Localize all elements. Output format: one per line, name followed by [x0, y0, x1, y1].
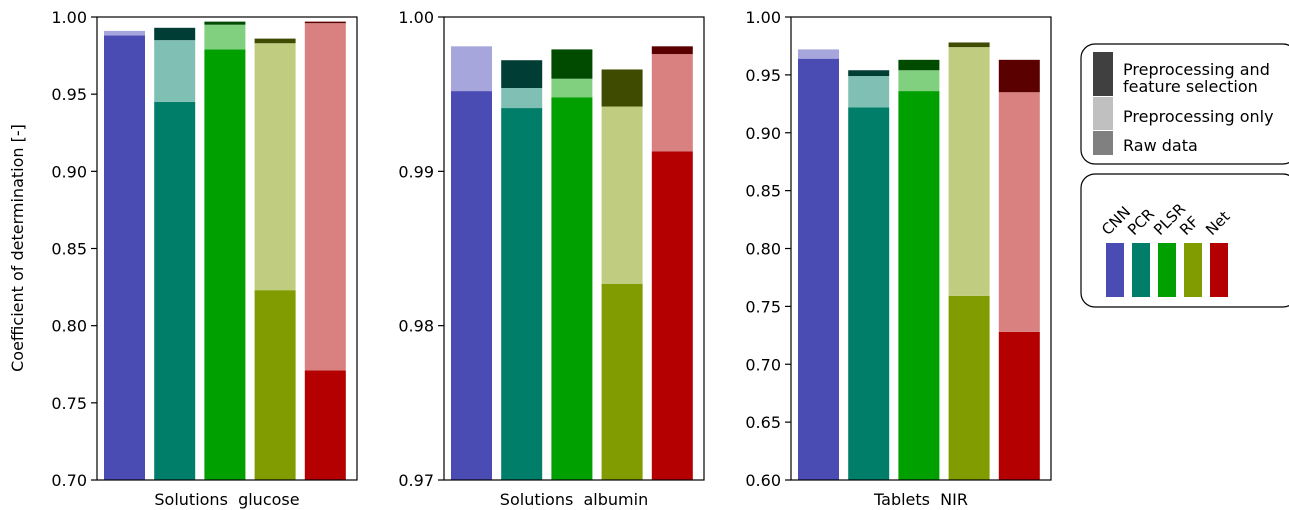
y-tick-label: 0.80: [51, 317, 87, 336]
bar-net-feature-selection: [651, 46, 693, 55]
legend-swatch-plsr: [1158, 243, 1176, 297]
bar-rf-preprocessing-only: [254, 43, 296, 291]
bar-plsr-raw-data: [898, 91, 940, 480]
legend-label-raw-data: Raw data: [1123, 136, 1198, 155]
y-tick-label: 0.80: [745, 240, 781, 259]
y-tick-label: 1.00: [745, 8, 781, 27]
bar-plsr-preprocessing-only: [551, 78, 593, 98]
x-axis-label: Solutions glucose: [154, 490, 299, 509]
bar-cnn-preprocessing-only: [798, 49, 839, 59]
chart-panel-1: 0.70 0.75 0.80 0.85 0.90 0.95 1.00 Solutions gl…: [51, 8, 358, 509]
bar-rf-raw-data: [601, 283, 643, 480]
bar-rf-feature-selection: [601, 69, 643, 107]
y-tick-label: 0.85: [51, 240, 87, 259]
bar-rf-raw-data: [948, 295, 990, 480]
bar-cnn-preprocessing-only: [104, 30, 145, 36]
y-tick-label: 0.60: [745, 471, 781, 490]
bar-plsr-raw-data: [204, 49, 246, 480]
bar-net-raw-data: [304, 370, 346, 480]
bar-net-raw-data: [998, 331, 1040, 480]
legend-swatch-rf: [1184, 243, 1202, 297]
y-tick-label: 0.85: [745, 182, 781, 201]
legend-label-preprocessing-only: Preprocessing only: [1123, 107, 1274, 126]
chart-panel-3: 0.60 0.65 0.70 0.75 0.80 0.85 0.90 0.95 1.00 Tabl…: [745, 8, 1052, 509]
bar-cnn-raw-data: [451, 91, 492, 480]
bar-plsr-feature-selection: [898, 59, 940, 71]
bar-rf-feature-selection: [948, 42, 990, 48]
x-axis-label: Solutions albumin: [500, 490, 648, 509]
bar-rf-feature-selection: [254, 38, 296, 44]
axes-frame: [443, 16, 705, 481]
y-tick-label: 0.95: [51, 85, 87, 104]
bar-plsr-feature-selection: [551, 49, 593, 79]
bar-net-preprocessing-only: [304, 23, 346, 371]
y-tick-label: 0.70: [51, 471, 87, 490]
bar-cnn-raw-data: [798, 58, 839, 481]
bar-pcr-feature-selection: [154, 27, 196, 41]
y-tick-label: 0.90: [51, 162, 87, 181]
bar-pcr-feature-selection: [501, 60, 543, 88]
bar-net-feature-selection: [304, 21, 346, 24]
bar-pcr-feature-selection: [848, 70, 890, 77]
y-tick-label: 0.99: [398, 162, 434, 181]
legend-swatch-preprocessing-only: [1093, 97, 1113, 130]
y-tick-label: 0.75: [745, 297, 781, 316]
bar-plsr-preprocessing-only: [898, 70, 940, 92]
bar-plsr-preprocessing-only: [204, 24, 246, 50]
y-tick-label: 0.90: [745, 124, 781, 143]
y-tick-label: 0.98: [398, 317, 434, 336]
legend-swatch-pcr: [1132, 243, 1150, 297]
y-tick-label: 0.70: [745, 355, 781, 374]
bar-plsr-feature-selection: [204, 21, 246, 25]
y-tick-label: 0.65: [745, 413, 781, 432]
bar-pcr-preprocessing-only: [501, 87, 543, 109]
y-tick-label: 1.00: [398, 8, 434, 27]
legend-swatch-cnn: [1106, 243, 1124, 297]
bar-net-preprocessing-only: [998, 92, 1040, 332]
bar-pcr-preprocessing-only: [848, 76, 890, 108]
bar-cnn-raw-data: [104, 35, 145, 481]
bar-rf-preprocessing-only: [601, 106, 643, 284]
bar-net-preprocessing-only: [651, 54, 693, 152]
y-tick-label: 0.75: [51, 394, 87, 413]
bar-plsr-raw-data: [551, 97, 593, 481]
y-tick-label: 1.00: [51, 8, 87, 27]
bar-pcr-preprocessing-only: [154, 40, 196, 102]
bar-rf-preprocessing-only: [948, 47, 990, 296]
bar-cnn-preprocessing-only: [451, 46, 492, 92]
bar-pcr-raw-data: [154, 101, 196, 480]
legend-swatch-feature-selection: [1093, 52, 1113, 96]
y-tick-label: 0.97: [398, 471, 434, 490]
shading-legend: Preprocessing and feature selection Prep…: [1080, 43, 1289, 165]
bar-pcr-raw-data: [848, 107, 890, 480]
x-axis-label: Tablets NIR: [873, 490, 968, 509]
y-axis-label: Coefficient of determination [-]: [8, 124, 27, 372]
bar-rf-raw-data: [254, 290, 296, 480]
bar-net-feature-selection: [998, 59, 1040, 93]
bar-pcr-raw-data: [501, 108, 543, 480]
bar-net-raw-data: [651, 151, 693, 480]
y-tick-label: 0.95: [745, 66, 781, 85]
chart-panel-2: 0.97 0.98 0.99 1.00 Solutions albumin: [398, 8, 705, 509]
legend-label-feature-selection-line2: feature selection: [1123, 77, 1258, 96]
legend-swatch-net: [1210, 243, 1228, 297]
legend-label-feature-selection-line1: Preprocessing and: [1123, 60, 1270, 79]
legend-swatch-raw-data: [1093, 131, 1113, 155]
